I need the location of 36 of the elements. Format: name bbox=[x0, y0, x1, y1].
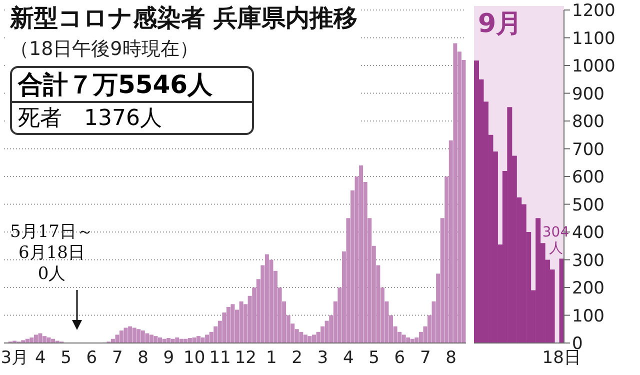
x-tick-label: 8 bbox=[446, 348, 456, 368]
x-tick-label: 2 bbox=[292, 348, 302, 368]
y-tick-label: 200 bbox=[572, 278, 604, 299]
y-tick-label: 100 bbox=[572, 306, 604, 326]
x-tick-label: 4 bbox=[34, 348, 46, 368]
y-tick-label: 600 bbox=[572, 168, 604, 188]
x-tick-label: 6 bbox=[86, 348, 98, 368]
y-tick-label: 900 bbox=[572, 84, 604, 104]
y-tick-label: 800 bbox=[572, 112, 604, 132]
y-tick-label: 1000 bbox=[572, 56, 616, 77]
x-tick-label: 10 bbox=[184, 348, 206, 368]
x-tick-label: 7 bbox=[420, 348, 431, 368]
chart-title: 新型コロナ感染者 兵庫県内推移 bbox=[10, 3, 358, 34]
x-tick-label: 6 bbox=[394, 348, 406, 368]
annotation: 5月17日～ 6月18日 0人 bbox=[10, 222, 94, 285]
y-tick-label: 700 bbox=[572, 140, 604, 160]
x-tick-label: 1 bbox=[266, 348, 277, 368]
x-tick-label: 9 bbox=[163, 348, 174, 368]
text: （18日午後9時現在） bbox=[10, 37, 200, 62]
annotation: 合計７万5546人 bbox=[12, 68, 252, 103]
x-tick-label: 11 bbox=[209, 348, 231, 368]
y-tick-label: 1100 bbox=[572, 28, 616, 49]
x-tick-label: 7 bbox=[112, 348, 123, 368]
x-tick-label: 5 bbox=[60, 348, 72, 368]
y-tick-label: 500 bbox=[572, 195, 604, 216]
x-tick-label: 3月 bbox=[0, 348, 29, 368]
x-tick-label: 3 bbox=[317, 348, 328, 368]
x-tick-label: 5 bbox=[368, 348, 380, 368]
y-tick-label: 300 bbox=[572, 250, 604, 271]
y-tick-label: 400 bbox=[572, 223, 604, 244]
x-tick-label: 4 bbox=[342, 348, 354, 368]
annotation: 死者 1376人 bbox=[17, 105, 163, 133]
x-tick-label: 12 bbox=[234, 348, 257, 368]
x-tick-label: 8 bbox=[138, 348, 148, 368]
chart-title: 9月 bbox=[478, 8, 522, 41]
y-tick-label: 1200 bbox=[572, 1, 616, 22]
